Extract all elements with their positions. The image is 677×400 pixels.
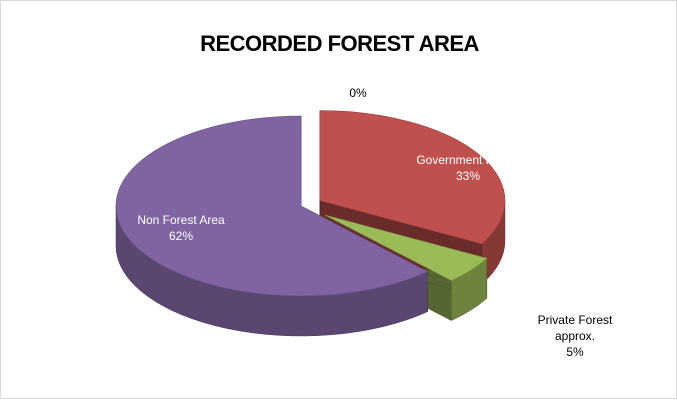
data-label-0: Government Forest 33% <box>416 153 520 183</box>
pie-slice-0 <box>319 110 506 245</box>
data-label-2: Non Forest Area 62% <box>137 213 225 243</box>
chart-title: RECORDED FOREST AREA <box>200 31 479 56</box>
data-label-1: Private Forest approx. 5% <box>538 313 613 359</box>
pie-slice-2 <box>115 115 429 297</box>
data-label-3: 0% <box>349 86 367 100</box>
pie-slice-1 <box>324 214 488 281</box>
